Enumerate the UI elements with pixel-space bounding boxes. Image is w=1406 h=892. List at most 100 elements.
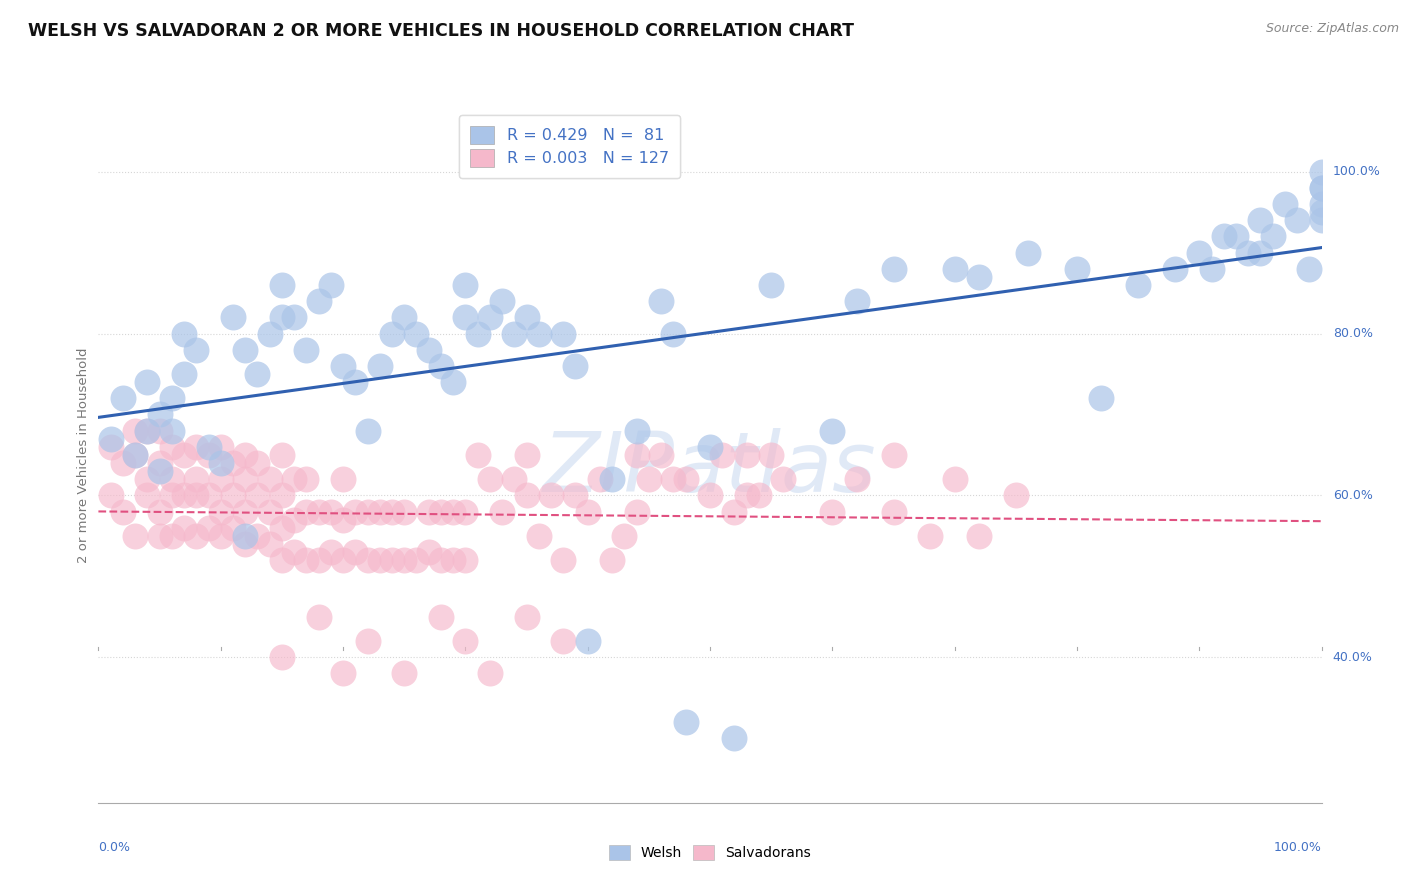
- Point: [845, 294, 868, 309]
- Point: [1310, 181, 1333, 195]
- Point: [527, 326, 550, 341]
- Point: [270, 521, 294, 535]
- Text: 40.0%: 40.0%: [1333, 650, 1372, 664]
- Point: [883, 504, 905, 518]
- Point: [821, 424, 844, 438]
- Point: [1128, 278, 1150, 293]
- Point: [626, 424, 648, 438]
- Point: [356, 504, 378, 518]
- Point: [319, 545, 342, 559]
- Point: [283, 472, 305, 486]
- Point: [111, 392, 134, 406]
- Point: [344, 375, 367, 389]
- Point: [553, 634, 575, 648]
- Point: [392, 666, 416, 681]
- Point: [319, 278, 342, 293]
- Point: [1188, 245, 1211, 260]
- Point: [564, 488, 586, 502]
- Point: [454, 553, 477, 567]
- Point: [308, 553, 330, 567]
- Point: [405, 326, 427, 341]
- Text: 0.0%: 0.0%: [98, 841, 131, 854]
- Text: 80.0%: 80.0%: [1333, 327, 1372, 340]
- Point: [209, 472, 232, 486]
- Point: [356, 553, 378, 567]
- Point: [600, 472, 623, 486]
- Point: [430, 504, 453, 518]
- Point: [467, 326, 489, 341]
- Point: [381, 326, 404, 341]
- Point: [332, 472, 354, 486]
- Point: [259, 504, 281, 518]
- Point: [540, 488, 562, 502]
- Point: [233, 537, 256, 551]
- Point: [441, 504, 464, 518]
- Legend: R = 0.429   N =  81, R = 0.003   N = 127: R = 0.429 N = 81, R = 0.003 N = 127: [458, 115, 681, 178]
- Point: [233, 529, 256, 543]
- Point: [283, 310, 305, 325]
- Point: [418, 343, 440, 357]
- Point: [332, 513, 354, 527]
- Point: [576, 504, 599, 518]
- Point: [173, 326, 195, 341]
- Point: [613, 529, 636, 543]
- Point: [197, 488, 219, 502]
- Point: [319, 504, 342, 518]
- Point: [173, 488, 195, 502]
- Point: [136, 375, 159, 389]
- Point: [454, 310, 477, 325]
- Point: [515, 310, 537, 325]
- Point: [295, 472, 318, 486]
- Point: [491, 504, 513, 518]
- Point: [160, 488, 183, 502]
- Point: [650, 294, 672, 309]
- Point: [332, 666, 354, 681]
- Point: [1310, 197, 1333, 211]
- Point: [735, 448, 758, 462]
- Point: [883, 448, 905, 462]
- Point: [1201, 261, 1223, 276]
- Point: [1017, 245, 1039, 260]
- Point: [222, 521, 245, 535]
- Point: [111, 504, 134, 518]
- Point: [222, 488, 245, 502]
- Point: [124, 448, 146, 462]
- Point: [111, 456, 134, 470]
- Point: [515, 488, 537, 502]
- Point: [761, 448, 783, 462]
- Y-axis label: 2 or more Vehicles in Household: 2 or more Vehicles in Household: [77, 347, 90, 563]
- Point: [711, 448, 734, 462]
- Text: WELSH VS SALVADORAN 2 OR MORE VEHICLES IN HOUSEHOLD CORRELATION CHART: WELSH VS SALVADORAN 2 OR MORE VEHICLES I…: [28, 22, 853, 40]
- Point: [772, 472, 794, 486]
- Point: [454, 278, 477, 293]
- Point: [418, 504, 440, 518]
- Point: [735, 488, 758, 502]
- Point: [173, 367, 195, 381]
- Point: [430, 359, 453, 373]
- Point: [368, 553, 391, 567]
- Point: [100, 488, 122, 502]
- Point: [233, 504, 256, 518]
- Point: [344, 504, 367, 518]
- Point: [441, 375, 464, 389]
- Point: [1090, 392, 1112, 406]
- Point: [454, 634, 477, 648]
- Point: [197, 521, 219, 535]
- Point: [124, 529, 146, 543]
- Point: [503, 472, 526, 486]
- Point: [1261, 229, 1284, 244]
- Point: [1310, 165, 1333, 179]
- Point: [149, 408, 172, 422]
- Point: [149, 456, 172, 470]
- Point: [270, 278, 294, 293]
- Text: 100.0%: 100.0%: [1333, 165, 1381, 178]
- Point: [259, 472, 281, 486]
- Point: [344, 545, 367, 559]
- Point: [308, 294, 330, 309]
- Point: [246, 488, 269, 502]
- Point: [246, 456, 269, 470]
- Point: [160, 529, 183, 543]
- Point: [392, 553, 416, 567]
- Point: [478, 310, 501, 325]
- Point: [136, 488, 159, 502]
